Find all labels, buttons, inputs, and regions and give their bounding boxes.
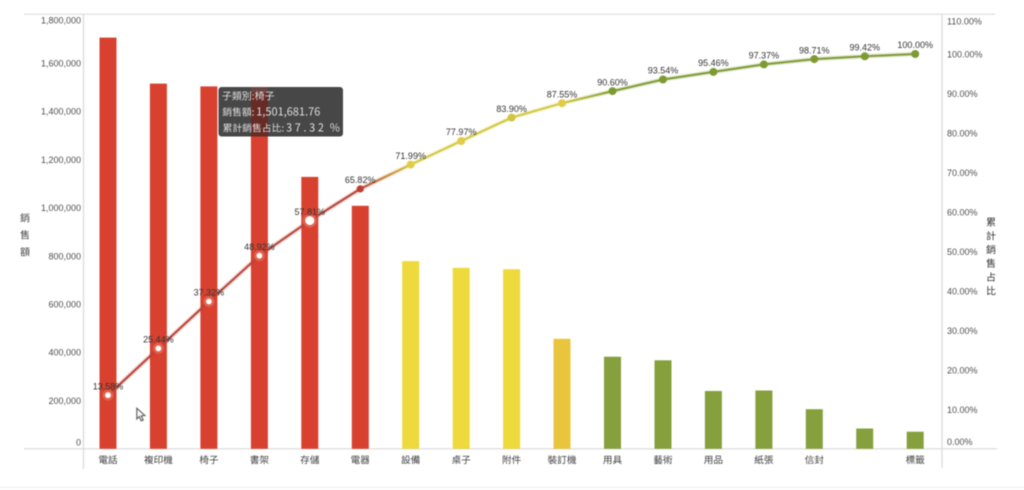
svg-text:0: 0 bbox=[76, 438, 81, 448]
svg-text:13.58%: 13.58% bbox=[93, 381, 124, 391]
svg-text:71.99%: 71.99% bbox=[395, 151, 426, 161]
svg-text:10.00%: 10.00% bbox=[947, 405, 978, 415]
svg-text:99.42%: 99.42% bbox=[850, 43, 881, 53]
svg-text:57.81%: 57.81% bbox=[295, 207, 326, 217]
svg-text:0.00%: 0.00% bbox=[947, 437, 973, 447]
svg-text:90.00%: 90.00% bbox=[947, 89, 978, 99]
svg-text:30.00%: 30.00% bbox=[947, 326, 978, 336]
svg-text:800,000: 800,000 bbox=[48, 251, 81, 261]
svg-text:70.00%: 70.00% bbox=[947, 168, 978, 178]
svg-text:97.37%: 97.37% bbox=[749, 51, 780, 61]
svg-text:110.00%: 110.00% bbox=[947, 17, 982, 27]
svg-text:65.82%: 65.82% bbox=[345, 175, 376, 185]
svg-text:1,400,000: 1,400,000 bbox=[41, 107, 81, 117]
svg-text:48.92%: 48.92% bbox=[244, 242, 275, 252]
svg-text:400,000: 400,000 bbox=[48, 348, 81, 358]
svg-text:77.97%: 77.97% bbox=[446, 127, 477, 137]
svg-text:100.00%: 100.00% bbox=[947, 50, 983, 60]
svg-text:25.44%: 25.44% bbox=[143, 335, 174, 345]
svg-text:1,200,000: 1,200,000 bbox=[41, 155, 81, 165]
svg-text:100.00%: 100.00% bbox=[897, 40, 933, 50]
svg-text:50.00%: 50.00% bbox=[947, 247, 978, 257]
svg-text:1,800,000: 1,800,000 bbox=[41, 16, 81, 26]
svg-text:40.00%: 40.00% bbox=[947, 286, 978, 296]
svg-text:80.00%: 80.00% bbox=[947, 129, 978, 139]
svg-text:90.60%: 90.60% bbox=[597, 77, 628, 87]
svg-text:600,000: 600,000 bbox=[48, 300, 81, 310]
svg-text:93.54%: 93.54% bbox=[648, 66, 679, 76]
svg-text:95.46%: 95.46% bbox=[698, 58, 729, 68]
svg-text:1,600,000: 1,600,000 bbox=[41, 58, 81, 68]
svg-text:20.00%: 20.00% bbox=[947, 365, 978, 375]
svg-text:200,000: 200,000 bbox=[48, 396, 81, 406]
svg-text:98.71%: 98.71% bbox=[799, 45, 830, 55]
svg-text:37.32%: 37.32% bbox=[194, 288, 225, 298]
svg-text:60.00%: 60.00% bbox=[947, 207, 978, 217]
svg-text:83.90%: 83.90% bbox=[496, 104, 527, 114]
svg-text:87.55%: 87.55% bbox=[547, 89, 578, 99]
svg-text:1,000,000: 1,000,000 bbox=[41, 203, 81, 213]
